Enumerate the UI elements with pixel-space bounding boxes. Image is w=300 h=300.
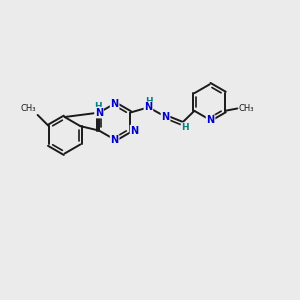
Text: H: H <box>182 123 189 132</box>
Text: H: H <box>145 97 153 106</box>
Text: N: N <box>206 115 214 125</box>
Text: N: N <box>111 99 119 109</box>
Text: N: N <box>161 112 169 122</box>
Text: CH₃: CH₃ <box>21 103 36 112</box>
Text: H: H <box>94 102 101 111</box>
Text: N: N <box>95 108 103 118</box>
Text: N: N <box>130 126 139 136</box>
Text: N: N <box>144 102 152 112</box>
Text: N: N <box>111 135 119 145</box>
Text: CH₃: CH₃ <box>239 104 254 113</box>
